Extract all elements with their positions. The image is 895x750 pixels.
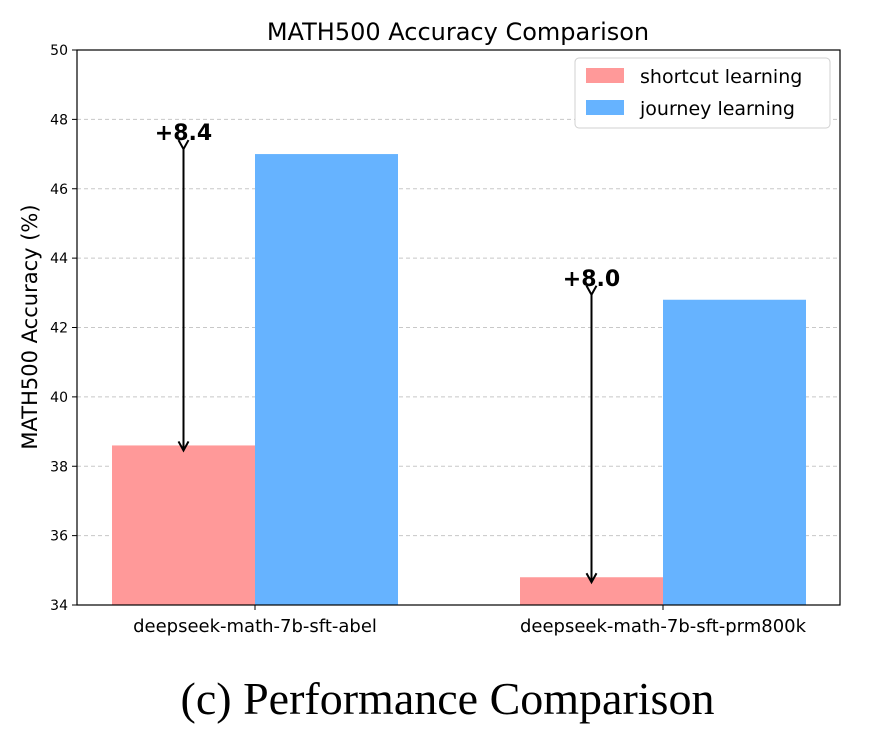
legend-label-journey-learning: journey learning xyxy=(639,98,795,120)
legend: shortcut learning journey learning xyxy=(574,57,831,129)
y-tick-label: 46 xyxy=(50,182,68,198)
x-tick-label: deepseek-math-7b-sft-abel xyxy=(133,616,377,637)
y-tick-label: 36 xyxy=(50,529,68,545)
y-tick-label: 34 xyxy=(50,598,68,614)
bar-journey-learning-deepseek-math-7b-sft-abel xyxy=(255,154,398,605)
annotations: +8.4 +8.0 xyxy=(155,121,620,582)
bar-chart: MATH500 Accuracy Comparison +8.4+8.0 343… xyxy=(18,18,841,637)
y-tick-label: 42 xyxy=(50,321,68,337)
y-axis-ticks: 34 36 38 40 42 44 46 48 50 xyxy=(50,43,77,614)
y-tick-label: 44 xyxy=(50,251,68,267)
y-tick-label: 48 xyxy=(50,112,68,128)
legend-box xyxy=(574,57,831,129)
legend-label-shortcut-learning: shortcut learning xyxy=(640,66,802,88)
legend-swatch-shortcut-learning xyxy=(586,68,624,83)
legend-swatch-journey-learning xyxy=(586,100,624,115)
y-tick-label: 40 xyxy=(50,390,68,406)
x-tick-label: deepseek-math-7b-sft-prm800k xyxy=(520,616,807,637)
annotation-label: +8.0 xyxy=(563,267,620,292)
bar-shortcut-learning-deepseek-math-7b-sft-abel xyxy=(112,445,255,605)
y-tick-label: 38 xyxy=(50,459,68,475)
bars xyxy=(112,154,806,605)
x-axis-ticks: deepseek-math-7b-sft-abel deepseek-math-7… xyxy=(133,605,807,637)
y-tick-label: 50 xyxy=(50,43,68,59)
figure-caption: (c) Performance Comparison xyxy=(180,673,715,724)
bar-journey-learning-deepseek-math-7b-sft-prm800k xyxy=(663,299,806,605)
annotation-label: +8.4 xyxy=(155,121,212,146)
y-axis-label: MATH500 Accuracy (%) xyxy=(18,204,42,449)
chart-title: MATH500 Accuracy Comparison xyxy=(267,18,649,46)
